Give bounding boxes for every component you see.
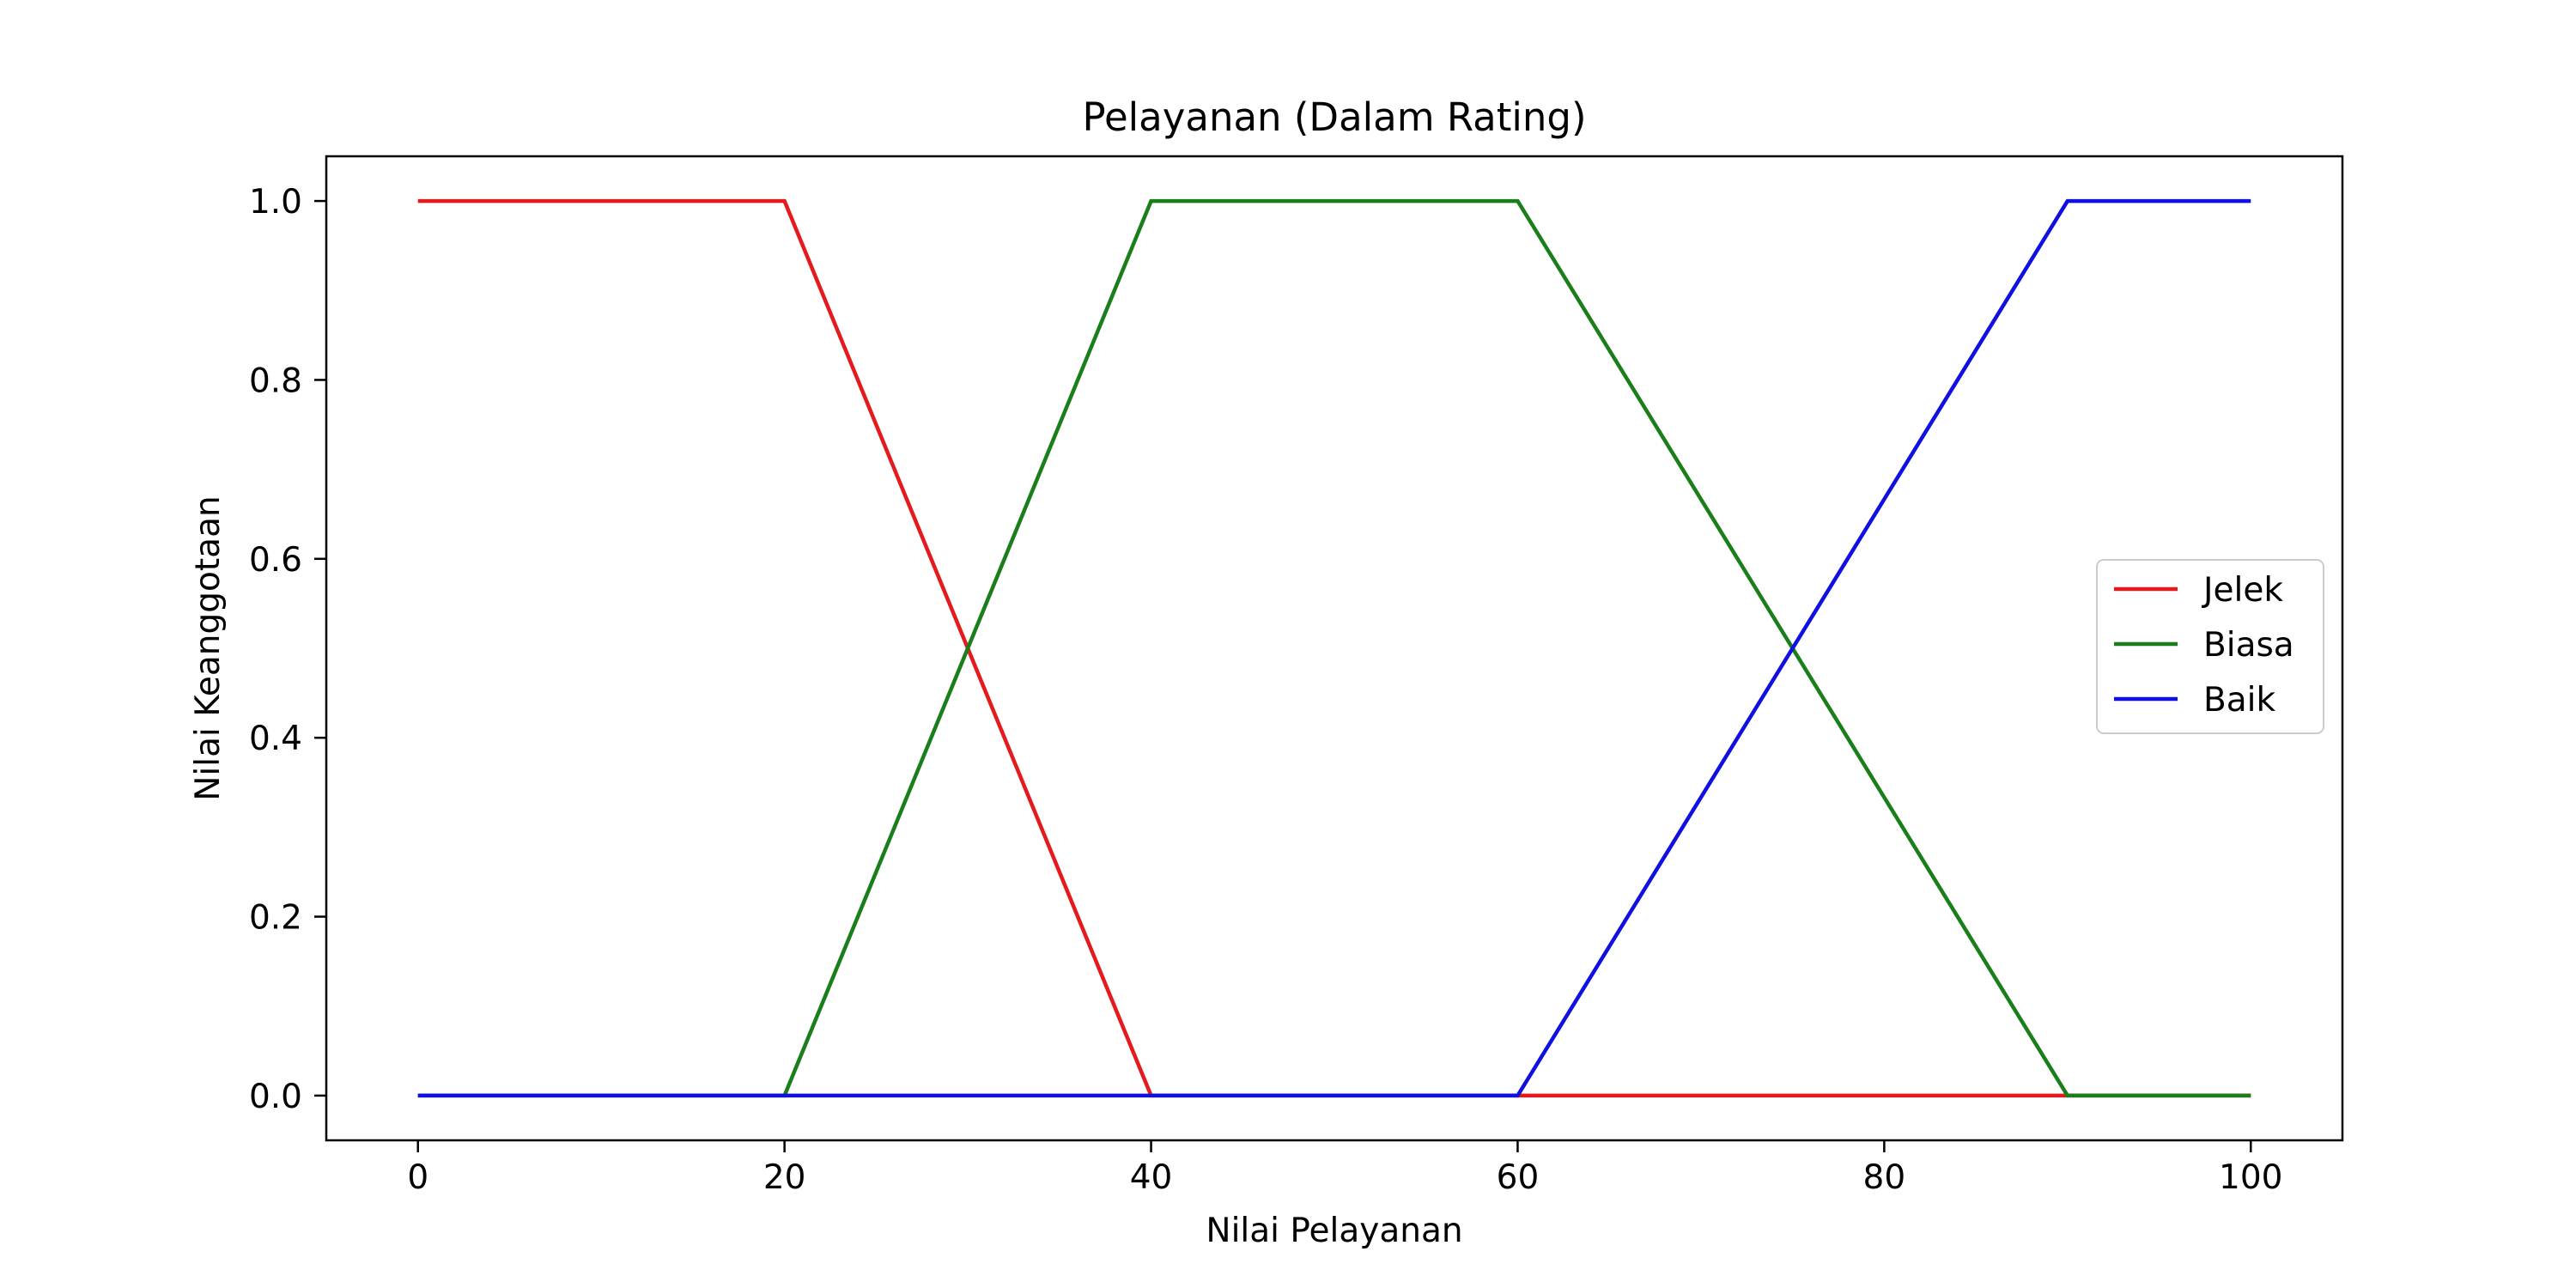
y-tick-label: 0.2 <box>249 899 302 938</box>
legend-box <box>2096 559 2324 734</box>
x-tick-label: 100 <box>2219 1158 2282 1197</box>
x-axis-label: Nilai Pelayanan <box>1206 1212 1462 1250</box>
y-axis-label: Nilai Keanggotaan <box>189 495 228 800</box>
legend-label-jelek: Jelek <box>2201 571 2283 610</box>
y-tick-label: 0.0 <box>249 1078 302 1116</box>
x-axis-ticks: 0 20 40 60 80 100 <box>407 1140 2282 1197</box>
y-tick-label: 0.6 <box>249 541 302 580</box>
x-tick-label: 40 <box>1130 1158 1173 1197</box>
legend-label-baik: Baik <box>2203 681 2275 720</box>
series-line-baik <box>417 198 2251 1098</box>
x-tick-label: 60 <box>1497 1158 1540 1197</box>
legend: Jelek Biasa Baik <box>2096 559 2324 734</box>
y-tick-label: 0.4 <box>249 720 302 758</box>
x-tick-label: 0 <box>407 1158 428 1197</box>
y-tick-label: 1.0 <box>249 183 302 222</box>
y-tick-label: 0.8 <box>249 361 302 400</box>
x-tick-label: 20 <box>763 1158 806 1197</box>
chart-title: Pelayanan (Dalam Rating) <box>1082 94 1586 140</box>
x-tick-label: 80 <box>1863 1158 1906 1197</box>
series-layer <box>417 198 2251 1098</box>
y-axis-ticks: 0.0 0.2 0.4 0.6 0.8 1.0 <box>249 183 326 1116</box>
legend-items: Jelek Biasa Baik <box>2114 571 2294 720</box>
legend-label-biasa: Biasa <box>2203 626 2294 665</box>
axes-frame <box>325 155 2344 1142</box>
